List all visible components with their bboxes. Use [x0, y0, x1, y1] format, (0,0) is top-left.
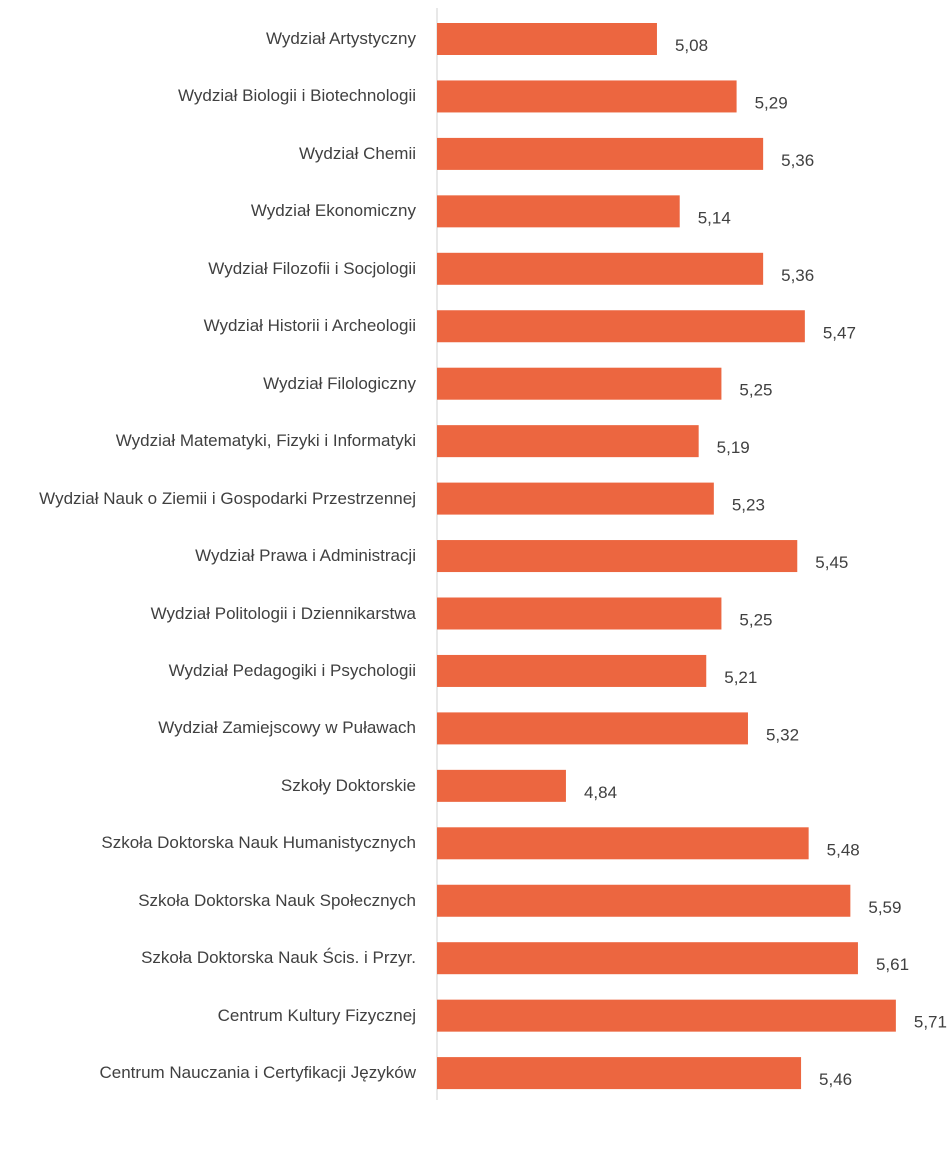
value-label: 5,47 [823, 323, 856, 342]
category-label: Centrum Nauczania i Certyfikacji Języków [99, 1063, 417, 1083]
category-label: Wydział Politologii i Dziennikarstwa [150, 603, 416, 623]
value-label: 5,59 [868, 898, 901, 917]
category-label: Wydział Historii i Archeologii [203, 316, 416, 336]
bar [437, 195, 680, 228]
bar [437, 1057, 802, 1090]
value-label: 5,23 [732, 496, 765, 515]
bar [437, 597, 722, 630]
category-label: Wydział Matematyki, Fizyki i Informatyki [115, 431, 416, 451]
bar [437, 252, 764, 285]
category-label: Wydział Zamiejscowy w Puławach [158, 718, 416, 738]
value-label: 5,48 [827, 840, 860, 859]
category-label: Wydział Ekonomiczny [250, 201, 416, 221]
category-label: Centrum Kultury Fizycznej [217, 1005, 416, 1025]
value-label: 5,36 [781, 151, 814, 170]
bar [437, 425, 699, 458]
bar [437, 80, 737, 113]
bar [437, 827, 809, 860]
category-label: Wydział Filologiczny [263, 373, 416, 393]
bar [437, 310, 805, 343]
value-label: 5,46 [819, 1070, 852, 1089]
bar [437, 884, 851, 917]
value-label: 5,14 [698, 208, 731, 227]
category-label: Wydział Filozofii i Socjologii [208, 258, 416, 278]
bar [437, 942, 858, 975]
category-label: Wydział Chemii [299, 143, 416, 163]
category-label: Szkoła Doktorska Nauk Humanistycznych [101, 833, 416, 853]
bar [437, 769, 566, 802]
value-label: 5,71 [914, 1013, 947, 1032]
bar [437, 999, 896, 1032]
bar [437, 482, 714, 515]
value-label: 5,61 [876, 955, 909, 974]
value-label: 5,32 [766, 725, 799, 744]
category-label: Szkoły Doktorskie [280, 775, 416, 795]
category-label: Wydział Nauk o Ziemii i Gospodarki Przes… [39, 488, 416, 508]
bar [437, 654, 707, 687]
bar [437, 540, 798, 573]
bar [437, 23, 657, 55]
category-label: Wydział Pedagogiki i Psychologii [168, 660, 416, 680]
value-label: 5,21 [724, 668, 757, 687]
value-label: 5,25 [739, 611, 772, 630]
category-label: Wydział Prawa i Administracji [195, 546, 416, 566]
bar [437, 367, 722, 400]
value-label: 5,45 [815, 553, 848, 572]
value-label: 4,84 [584, 783, 617, 802]
bar [437, 137, 764, 170]
category-label: Wydział Biologii i Biotechnologii [178, 86, 416, 106]
category-label: Szkoła Doktorska Nauk Społecznych [138, 890, 416, 910]
bar [437, 712, 748, 745]
category-label: Wydział Artystyczny [265, 29, 416, 48]
value-label: 5,19 [717, 438, 750, 457]
category-label: Szkoła Doktorska Nauk Ścis. i Przyr. [141, 948, 416, 968]
value-label: 5,25 [739, 381, 772, 400]
value-label: 5,29 [755, 93, 788, 112]
value-label: 5,08 [675, 36, 708, 55]
value-label: 5,36 [781, 266, 814, 285]
